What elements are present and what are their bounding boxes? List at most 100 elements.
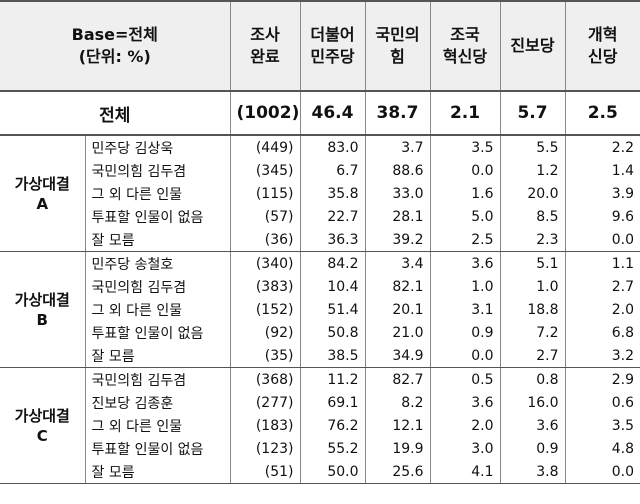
- data-row: 진보당 김종훈 (277) 69.1 8.2 3.6 16.0 0.6: [0, 391, 640, 414]
- data-row: 투표할 인물이 없음 (92) 50.8 21.0 0.9 7.2 6.8: [0, 321, 640, 344]
- data-cell: 2.9: [564, 367, 640, 391]
- data-cell: 5.1: [499, 251, 565, 275]
- data-cell: 2.2: [564, 135, 640, 159]
- data-cell: 3.5: [429, 135, 500, 159]
- data-cell: 3.6: [499, 414, 565, 437]
- data-cell: 1.0: [499, 275, 565, 298]
- data-cell: (51): [229, 460, 300, 484]
- data-cell: 3.0: [429, 437, 500, 460]
- data-cell: 82.1: [364, 275, 430, 298]
- header-cell: 진보당: [499, 0, 565, 92]
- total-cell: 46.4: [299, 91, 365, 136]
- data-row: 가상대결 C 국민의힘 김두겸 (368) 11.2 82.7 0.5 0.8 2.9: [0, 367, 640, 484]
- data-cell: 69.1: [299, 391, 365, 414]
- header-row: Base=전체 (단위: %) 조사 완료 더불어 민주당 국민의 힘 조국 혁신당 진보당 개혁 신당: [0, 0, 640, 92]
- data-cell: (35): [229, 344, 300, 368]
- data-cell: (36): [229, 228, 300, 252]
- header-cell: Base=전체 (단위: %): [0, 0, 230, 92]
- data-cell: 2.7: [564, 275, 640, 298]
- row-label: 잘 모름: [84, 228, 230, 252]
- data-cell: 28.1: [364, 205, 430, 228]
- data-row: 국민의힘 김두겸 (345) 6.7 88.6 0.0 1.2 1.4: [0, 159, 640, 182]
- row-label: 그 외 다른 인물: [84, 414, 230, 437]
- data-cell: 33.0: [364, 182, 430, 205]
- data-cell: 3.2: [564, 344, 640, 368]
- row-label: 진보당 김종훈: [84, 391, 230, 414]
- data-row: 투표할 인물이 없음 (57) 22.7 28.1 5.0 8.5 9.6: [0, 205, 640, 228]
- data-cell: 1.4: [564, 159, 640, 182]
- table-body: Base=전체 (단위: %) 조사 완료 더불어 민주당 국민의 힘 조국 혁신당 진보당 개혁 신당…: [0, 0, 640, 484]
- data-cell: (449): [229, 135, 300, 159]
- data-row: 가상대결 A 민주당 김상욱 (449) 83.0 3.7 3.5 5.5 2.2: [0, 135, 640, 252]
- row-label: 잘 모름: [84, 344, 230, 368]
- data-cell: 1.6: [429, 182, 500, 205]
- data-cell: (345): [229, 159, 300, 182]
- row-label: 그 외 다른 인물: [84, 298, 230, 321]
- cell-line: 조사: [250, 25, 280, 44]
- data-cell: 3.4: [364, 251, 430, 275]
- cell-line: (단위: %): [78, 47, 151, 66]
- cell-line: Base=전체: [71, 25, 158, 44]
- data-row: 국민의힘 김두겸 (383) 10.4 82.1 1.0 1.0 2.7: [0, 275, 640, 298]
- cell-line: 신당: [588, 47, 618, 66]
- row-label: 국민의힘 김두겸: [84, 367, 230, 391]
- data-cell: 1.2: [499, 159, 565, 182]
- row-label: 국민의힘 김두겸: [84, 159, 230, 182]
- data-cell: 6.8: [564, 321, 640, 344]
- header-cell: 개혁 신당: [564, 0, 640, 92]
- total-cell: 2.1: [429, 91, 500, 136]
- data-cell: 50.0: [299, 460, 365, 484]
- data-cell: (277): [229, 391, 300, 414]
- data-cell: 2.0: [429, 414, 500, 437]
- data-cell: 0.9: [429, 321, 500, 344]
- data-cell: 34.9: [364, 344, 430, 368]
- data-cell: 11.2: [299, 367, 365, 391]
- data-cell: 3.8: [499, 460, 565, 484]
- data-cell: (183): [229, 414, 300, 437]
- data-row: 투표할 인물이 없음 (123) 55.2 19.9 3.0 0.9 4.8: [0, 437, 640, 460]
- data-cell: 38.5: [299, 344, 365, 368]
- data-cell: 3.6: [429, 391, 500, 414]
- data-cell: 16.0: [499, 391, 565, 414]
- data-cell: 5.5: [499, 135, 565, 159]
- data-cell: 7.2: [499, 321, 565, 344]
- data-cell: 22.7: [299, 205, 365, 228]
- data-cell: 21.0: [364, 321, 430, 344]
- data-cell: 0.9: [499, 437, 565, 460]
- row-label: 투표할 인물이 없음: [84, 321, 230, 344]
- group-label: 가상대결 B: [0, 251, 85, 368]
- cell-line: 진보당: [510, 36, 555, 55]
- data-row: 그 외 다른 인물 (183) 76.2 12.1 2.0 3.6 3.5: [0, 414, 640, 437]
- data-cell: 3.7: [364, 135, 430, 159]
- cell-line: B: [36, 310, 48, 329]
- cell-line: A: [36, 194, 49, 213]
- data-cell: (57): [229, 205, 300, 228]
- row-label: 국민의힘 김두겸: [84, 275, 230, 298]
- data-cell: 51.4: [299, 298, 365, 321]
- header-cell: 더불어 민주당: [299, 0, 365, 92]
- cell-line: 가상대결: [14, 174, 70, 193]
- cell-line: C: [36, 426, 48, 445]
- cell-line: 국민의: [375, 25, 420, 44]
- data-cell: (340): [229, 251, 300, 275]
- cell-line: 힘: [390, 47, 405, 66]
- cell-line: 가상대결: [14, 290, 70, 309]
- data-cell: 2.5: [429, 228, 500, 252]
- data-cell: 82.7: [364, 367, 430, 391]
- data-cell: 35.8: [299, 182, 365, 205]
- data-cell: 8.5: [499, 205, 565, 228]
- results-table: Base=전체 (단위: %) 조사 완료 더불어 민주당 국민의 힘 조국 혁신당 진보당 개혁 신당…: [0, 0, 640, 484]
- data-cell: (115): [229, 182, 300, 205]
- header-cell: 조국 혁신당: [429, 0, 500, 92]
- group-label: 가상대결 A: [0, 135, 85, 252]
- data-cell: 0.5: [429, 367, 500, 391]
- data-cell: 3.5: [564, 414, 640, 437]
- data-cell: 4.1: [429, 460, 500, 484]
- row-label: 민주당 송철호: [84, 251, 230, 275]
- data-cell: 2.0: [564, 298, 640, 321]
- data-cell: 3.1: [429, 298, 500, 321]
- cell-line: 완료: [250, 47, 280, 66]
- data-cell: (368): [229, 367, 300, 391]
- data-cell: 84.2: [299, 251, 365, 275]
